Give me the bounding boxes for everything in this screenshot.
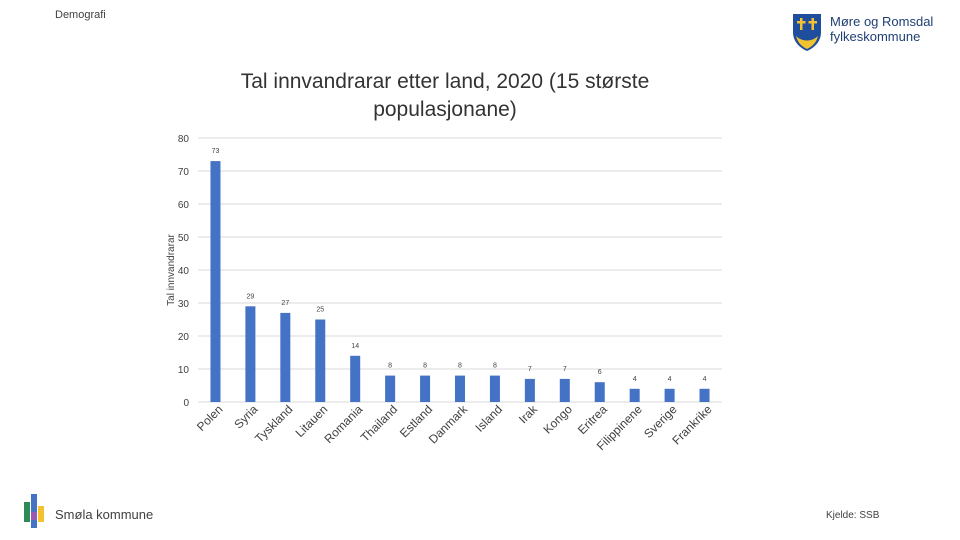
bar xyxy=(350,355,361,402)
data-label: 4 xyxy=(633,376,637,383)
footer-municipality: Smøla kommune xyxy=(22,492,202,528)
data-label: 7 xyxy=(528,366,532,373)
bar xyxy=(420,375,431,402)
data-label: 14 xyxy=(351,343,359,350)
bar xyxy=(455,375,465,402)
municipality-logo-icon xyxy=(24,494,44,528)
y-tick-label: 50 xyxy=(178,233,190,244)
bar xyxy=(594,382,605,402)
bar xyxy=(524,378,535,402)
data-label: 8 xyxy=(423,363,427,370)
data-label: 73 xyxy=(212,148,220,155)
data-label: 4 xyxy=(668,376,672,383)
coat-of-arms-icon xyxy=(793,14,821,51)
bar xyxy=(210,161,221,402)
x-tick-label: Island xyxy=(473,402,506,435)
bar xyxy=(629,388,640,402)
source-note: Kjelde: SSB xyxy=(826,510,880,521)
municipality-name: Smøla kommune xyxy=(55,507,154,522)
x-tick-label: Irak xyxy=(516,402,541,427)
bar xyxy=(315,319,326,402)
y-tick-label: 20 xyxy=(178,332,190,343)
x-tick-label: Kongo xyxy=(540,402,575,437)
data-label: 8 xyxy=(493,363,497,370)
logo-line-2: fylkeskommune xyxy=(830,29,921,44)
bar xyxy=(699,388,710,402)
data-label: 8 xyxy=(388,363,392,370)
y-tick-label: 40 xyxy=(178,266,190,277)
data-label: 25 xyxy=(316,307,324,314)
bar xyxy=(489,375,500,402)
data-label: 6 xyxy=(598,369,602,376)
bar xyxy=(245,306,256,402)
section-label: Demografi xyxy=(55,9,106,21)
data-label: 29 xyxy=(247,293,255,300)
y-tick-label: 60 xyxy=(178,200,190,211)
data-label: 4 xyxy=(703,376,707,383)
data-label: 8 xyxy=(458,363,462,370)
y-tick-label: 70 xyxy=(178,167,190,178)
bar xyxy=(664,388,675,402)
x-tick-label: Thailand xyxy=(358,402,400,444)
x-tick-label: Tyskland xyxy=(252,402,295,445)
bar xyxy=(280,312,291,402)
logo-line-1: Møre og Romsdal xyxy=(830,14,934,29)
chart-title: Tal innvandrarar etter land, 2020 (15 st… xyxy=(240,70,650,121)
data-label: 7 xyxy=(563,366,567,373)
data-label: 27 xyxy=(281,300,289,307)
x-tick-label: Polen xyxy=(194,402,226,434)
bar xyxy=(385,375,396,402)
y-axis-label: Tal innvandrarar xyxy=(166,233,177,305)
x-tick-label: Romania xyxy=(321,402,365,446)
y-tick-label: 10 xyxy=(178,365,190,376)
y-tick-label: 30 xyxy=(178,299,190,310)
y-tick-label: 80 xyxy=(178,134,190,145)
bar xyxy=(559,378,570,402)
x-tick-label: Syria xyxy=(231,402,260,431)
county-logo: Møre og Romsdal fylkeskommune xyxy=(790,12,940,52)
x-tick-label: Danmark xyxy=(426,402,471,447)
y-tick-label: 0 xyxy=(183,398,189,409)
